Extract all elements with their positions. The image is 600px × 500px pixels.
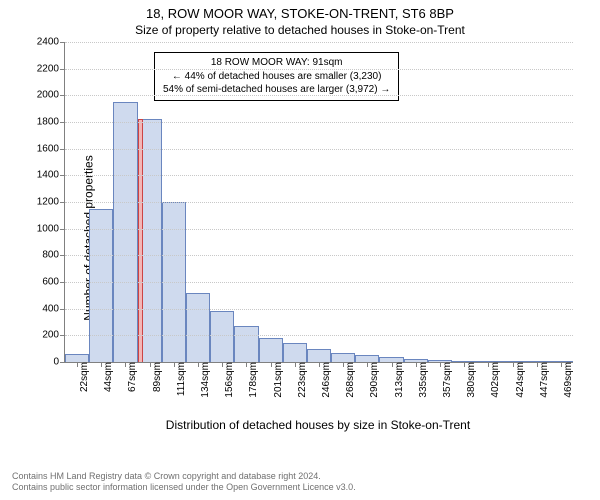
- grid-line: [65, 202, 573, 203]
- footer-attribution: Contains HM Land Registry data © Crown c…: [12, 471, 356, 494]
- histogram-bar: [283, 343, 307, 362]
- histogram-bar: [234, 326, 258, 362]
- y-tick-label: 1800: [37, 117, 65, 128]
- y-tick-label: 800: [42, 250, 65, 261]
- x-tick-label: 424sqm: [509, 362, 526, 398]
- annotation-box: 18 ROW MOOR WAY: 91sqm ← 44% of detached…: [154, 52, 399, 101]
- y-tick-label: 1000: [37, 223, 65, 234]
- x-tick-label: 178sqm: [242, 362, 259, 398]
- x-tick-label: 22sqm: [73, 362, 90, 392]
- grid-line: [65, 282, 573, 283]
- chart-container: 18, ROW MOOR WAY, STOKE-ON-TRENT, ST6 8B…: [0, 0, 600, 500]
- y-tick-label: 0: [53, 357, 65, 368]
- x-tick-label: 89sqm: [146, 362, 163, 392]
- histogram-bar: [65, 354, 89, 362]
- x-tick-label: 44sqm: [97, 362, 114, 392]
- y-tick-label: 1200: [37, 197, 65, 208]
- histogram-bar: [355, 355, 379, 362]
- plot-area: 18 ROW MOOR WAY: 91sqm ← 44% of detached…: [64, 42, 573, 363]
- histogram-bar: [259, 338, 283, 362]
- y-tick-label: 400: [42, 303, 65, 314]
- annotation-line-1: 18 ROW MOOR WAY: 91sqm: [163, 56, 390, 70]
- y-tick-label: 2200: [37, 63, 65, 74]
- x-tick-label: 268sqm: [339, 362, 356, 398]
- x-tick-label: 313sqm: [388, 362, 405, 398]
- x-tick-label: 469sqm: [557, 362, 574, 398]
- title-main: 18, ROW MOOR WAY, STOKE-ON-TRENT, ST6 8B…: [0, 0, 600, 21]
- histogram-bar: [210, 311, 234, 362]
- x-tick-label: 357sqm: [436, 362, 453, 398]
- x-tick-label: 201sqm: [267, 362, 284, 398]
- x-tick-label: 223sqm: [291, 362, 308, 398]
- histogram-bar: [186, 293, 210, 362]
- y-tick-label: 1600: [37, 143, 65, 154]
- x-tick-label: 156sqm: [218, 362, 235, 398]
- y-tick-label: 600: [42, 277, 65, 288]
- chart-wrap: Number of detached properties 18 ROW MOO…: [0, 38, 600, 438]
- histogram-bar: [89, 209, 113, 362]
- grid-line: [65, 149, 573, 150]
- grid-line: [65, 309, 573, 310]
- y-tick-label: 1400: [37, 170, 65, 181]
- grid-line: [65, 255, 573, 256]
- x-tick-label: 246sqm: [315, 362, 332, 398]
- x-tick-label: 335sqm: [412, 362, 429, 398]
- histogram-bar: [307, 349, 331, 362]
- annotation-line-2: ← 44% of detached houses are smaller (3,…: [163, 70, 390, 84]
- x-tick-label: 134sqm: [194, 362, 211, 398]
- x-tick-label: 447sqm: [533, 362, 550, 398]
- y-tick-label: 2400: [37, 37, 65, 48]
- grid-line: [65, 229, 573, 230]
- x-tick-label: 111sqm: [170, 362, 187, 396]
- histogram-bar: [113, 102, 137, 362]
- footer-line-2: Contains public sector information licen…: [12, 482, 356, 494]
- x-tick-label: 67sqm: [121, 362, 138, 392]
- highlight-bar: [138, 119, 143, 362]
- grid-line: [65, 95, 573, 96]
- x-tick-label: 402sqm: [484, 362, 501, 398]
- grid-line: [65, 175, 573, 176]
- x-tick-label: 290sqm: [363, 362, 380, 398]
- x-tick-label: 380sqm: [460, 362, 477, 398]
- footer-line-1: Contains HM Land Registry data © Crown c…: [12, 471, 356, 483]
- grid-line: [65, 122, 573, 123]
- histogram-bar: [331, 353, 355, 362]
- y-tick-label: 200: [42, 330, 65, 341]
- y-tick-label: 2000: [37, 90, 65, 101]
- grid-line: [65, 335, 573, 336]
- grid-line: [65, 69, 573, 70]
- x-axis-label: Distribution of detached houses by size …: [64, 418, 572, 432]
- grid-line: [65, 42, 573, 43]
